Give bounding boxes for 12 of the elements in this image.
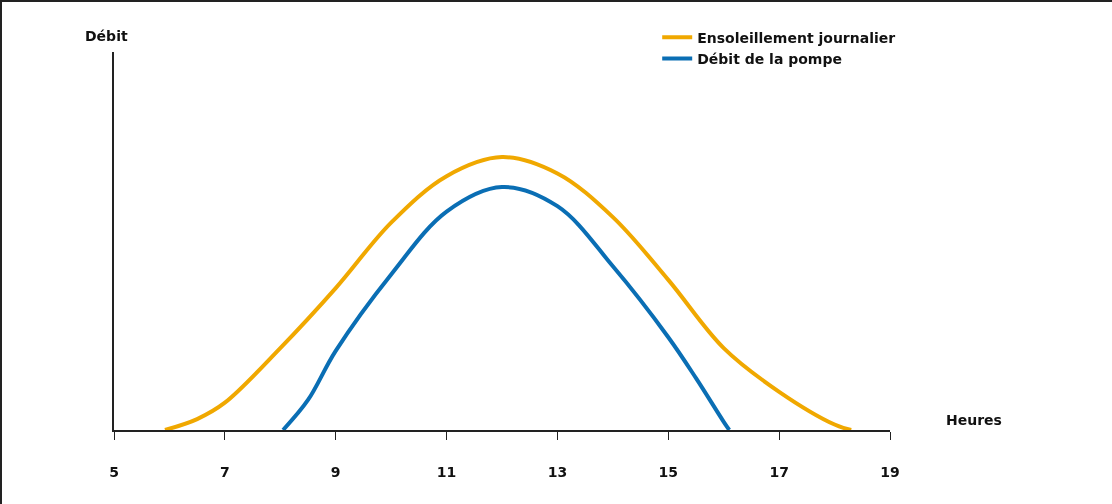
x-tick-label: 15 <box>658 463 679 480</box>
x-tick-label: 5 <box>109 463 119 480</box>
text: Débit <box>85 28 128 44</box>
x-tick-label: 17 <box>769 463 789 480</box>
x-tick-label: 13 <box>547 463 568 480</box>
x-tick-label: 7 <box>219 463 230 480</box>
legend-label: Ensoleillement journalier <box>697 29 896 46</box>
x-axis-title: Heures <box>946 412 1002 428</box>
x-tick-label: 19 <box>880 463 900 480</box>
legend-label: Débit de la pompe <box>697 51 842 68</box>
x-tick-label: 9 <box>330 463 341 480</box>
x-tick-label: 11 <box>436 463 457 480</box>
